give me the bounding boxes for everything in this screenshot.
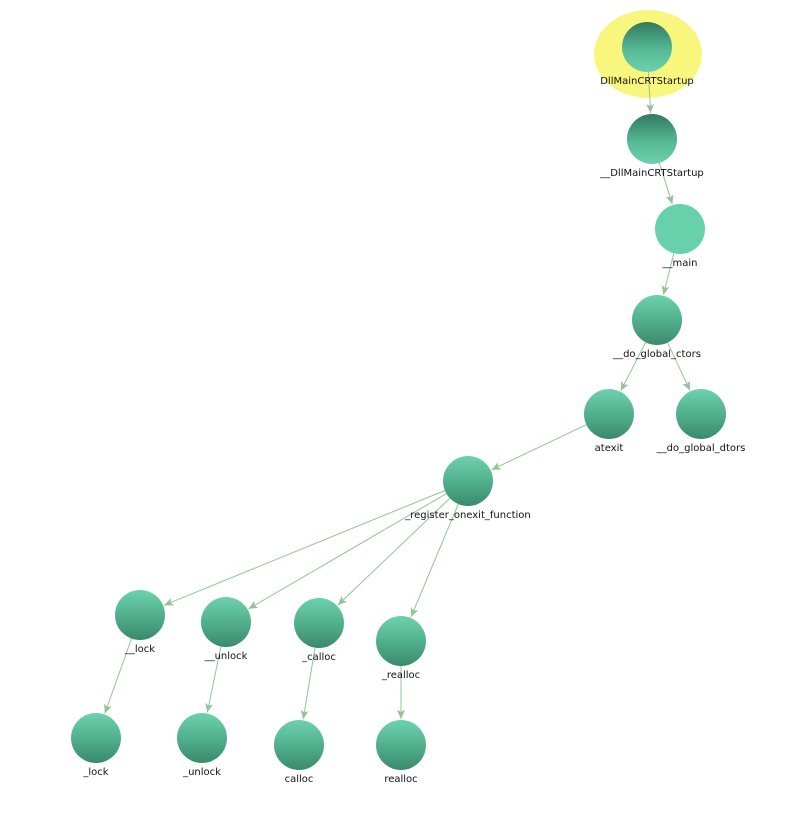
graph-node-u-calloc[interactable]: _calloc (294, 598, 344, 663)
node-label: DllMainCRTStartup (600, 76, 694, 87)
node-circle[interactable] (376, 720, 426, 770)
node-label: _realloc (381, 670, 420, 681)
edge-uu-dllmaincrtstartup-to-uu-main (658, 162, 674, 205)
edge-uu-main-to-uu-do-global-ctors (661, 253, 675, 295)
edge-u-calloc-to-calloc (300, 647, 316, 720)
node-circle[interactable] (376, 616, 426, 666)
graph-node-u-register-onexit-function[interactable]: _register_onexit_function (404, 456, 531, 521)
node-label: _register_onexit_function (404, 510, 530, 521)
node-label: __do_global_ctors (612, 349, 701, 360)
node-circle[interactable] (294, 598, 344, 648)
node-label: __unlock (204, 651, 248, 662)
edge-uu-lock-to-u-lock (104, 638, 133, 714)
node-label: __lock (124, 644, 155, 655)
node-circle[interactable] (71, 713, 121, 763)
node-circle[interactable] (115, 590, 165, 640)
graph-node-uu-main[interactable]: __main (655, 204, 705, 269)
node-circle[interactable] (584, 389, 634, 439)
graph-node-realloc[interactable]: realloc (376, 720, 426, 785)
edge-uu-do-global-ctors-to-atexit (620, 342, 647, 392)
graph-node-uu-do-global-dtors[interactable]: __do_global_dtors (656, 389, 746, 454)
node-label: _lock (82, 767, 108, 778)
edge-u-register-onexit-function-to-uu-unlock (248, 493, 447, 610)
node-circle[interactable] (655, 204, 705, 254)
graph-node-uu-unlock[interactable]: __unlock (201, 597, 251, 662)
edge-u-register-onexit-function-to-u-calloc (337, 497, 451, 606)
graph-node-atexit[interactable]: atexit (584, 389, 634, 454)
node-layer: DllMainCRTStartup __DllMainCRTStartup __ma… (71, 22, 745, 785)
node-circle[interactable] (676, 389, 726, 439)
node-circle[interactable] (632, 295, 682, 345)
edge-u-register-onexit-function-to-uu-lock (163, 490, 446, 606)
graph-node-uu-do-global-ctors[interactable]: __do_global_ctors (612, 295, 701, 360)
graph-node-uu-lock[interactable]: __lock (115, 590, 165, 655)
node-label: __main (662, 258, 698, 269)
graph-node-u-realloc[interactable]: _realloc (376, 616, 426, 681)
edge-layer (104, 71, 691, 720)
node-circle[interactable] (627, 114, 677, 164)
graph-node-u-unlock[interactable]: _unlock (177, 713, 227, 778)
graph-node-u-lock[interactable]: _lock (71, 713, 121, 778)
edge-dllmaincrtstartup-to-uu-dllmaincrtstartup (646, 71, 655, 114)
node-label: _unlock (182, 767, 221, 778)
edge-uu-do-global-ctors-to-uu-do-global-dtors (667, 342, 691, 391)
node-circle[interactable] (177, 713, 227, 763)
edge-atexit-to-u-register-onexit-function (491, 424, 587, 471)
node-circle[interactable] (622, 22, 672, 72)
node-label: __do_global_dtors (656, 443, 746, 454)
graph-node-dllmaincrtstartup[interactable]: DllMainCRTStartup (600, 22, 694, 87)
node-label: _calloc (301, 652, 336, 663)
edge-uu-unlock-to-u-unlock (205, 646, 222, 713)
node-label: atexit (595, 443, 624, 454)
node-label: calloc (285, 774, 314, 785)
graph-node-uu-dllmaincrtstartup[interactable]: __DllMainCRTStartup (599, 114, 704, 179)
graph-node-calloc[interactable]: calloc (274, 720, 324, 785)
node-circle[interactable] (274, 720, 324, 770)
node-circle[interactable] (443, 456, 493, 506)
edge-u-register-onexit-function-to-u-realloc (410, 503, 459, 618)
node-label: realloc (384, 774, 417, 785)
node-label: __DllMainCRTStartup (599, 168, 704, 179)
node-circle[interactable] (201, 597, 251, 647)
